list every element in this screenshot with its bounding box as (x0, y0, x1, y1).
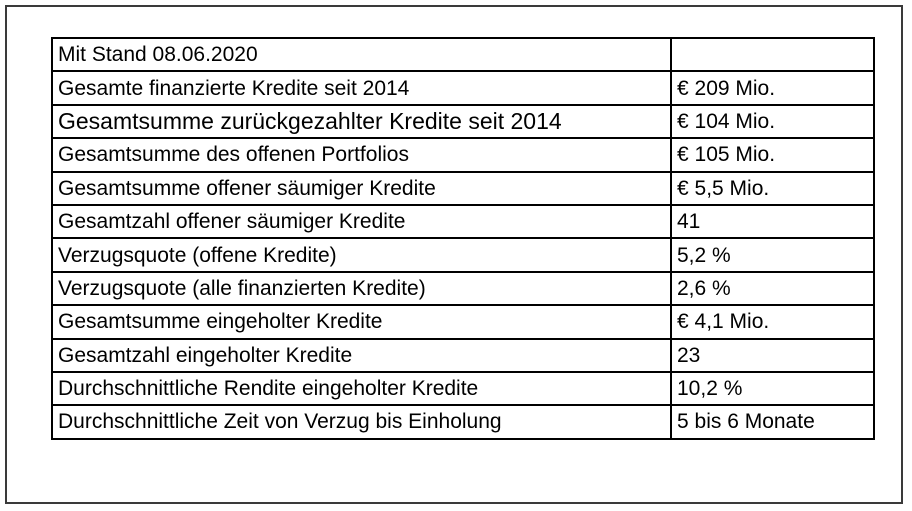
row-label: Gesamte finanzierte Kredite seit 2014 (51, 70, 672, 106)
row-value: 5 bis 6 Monate (670, 404, 875, 440)
row-label: Gesamtsumme zurückgezahlter Kredite seit… (51, 103, 672, 140)
row-value: € 104 Mio. (670, 103, 875, 140)
row-value: € 209 Mio. (670, 70, 875, 106)
row-label: Durchschnittliche Rendite eingeholter Kr… (51, 370, 672, 407)
row-label: Verzugsquote (alle finanzierten Kredite) (51, 270, 672, 307)
row-label: Verzugsquote (offene Kredite) (51, 237, 672, 273)
table-row: Gesamtsumme des offenen Portfolios € 105… (51, 137, 875, 173)
table-row: Mit Stand 08.06.2020 (51, 36, 875, 73)
loan-statistics-table: Mit Stand 08.06.2020 Gesamte finanzierte… (51, 36, 875, 440)
row-value: 2,6 % (670, 270, 875, 307)
row-value: 23 (670, 337, 875, 373)
row-label: Gesamtsumme offener säumiger Kredite (51, 170, 672, 206)
row-value (670, 36, 875, 73)
document-frame: Mit Stand 08.06.2020 Gesamte finanzierte… (5, 5, 903, 504)
row-label: Gesamtzahl eingeholter Kredite (51, 337, 672, 373)
row-value: € 4,1 Mio. (670, 304, 875, 340)
table-row: Gesamte finanzierte Kredite seit 2014 € … (51, 70, 875, 106)
table-row: Gesamtzahl offener säumiger Kredite 41 (51, 203, 875, 240)
table-row: Durchschnittliche Rendite eingeholter Kr… (51, 370, 875, 407)
table-row: Gesamtzahl eingeholter Kredite 23 (51, 337, 875, 373)
table-row: Gesamtsumme zurückgezahlter Kredite seit… (51, 103, 875, 140)
row-label: Gesamtsumme des offenen Portfolios (51, 137, 672, 173)
table-row: Verzugsquote (offene Kredite) 5,2 % (51, 237, 875, 273)
row-label: Mit Stand 08.06.2020 (51, 36, 672, 73)
table-row: Verzugsquote (alle finanzierten Kredite)… (51, 270, 875, 307)
row-label: Gesamtzahl offener säumiger Kredite (51, 203, 672, 240)
row-value: € 105 Mio. (670, 137, 875, 173)
table-row: Durchschnittliche Zeit von Verzug bis Ei… (51, 404, 875, 440)
row-label: Durchschnittliche Zeit von Verzug bis Ei… (51, 404, 672, 440)
row-value: 5,2 % (670, 237, 875, 273)
table-row: Gesamtsumme offener säumiger Kredite € 5… (51, 170, 875, 206)
row-value: € 5,5 Mio. (670, 170, 875, 206)
row-value: 41 (670, 203, 875, 240)
table-row: Gesamtsumme eingeholter Kredite € 4,1 Mi… (51, 304, 875, 340)
row-value: 10,2 % (670, 370, 875, 407)
row-label: Gesamtsumme eingeholter Kredite (51, 304, 672, 340)
